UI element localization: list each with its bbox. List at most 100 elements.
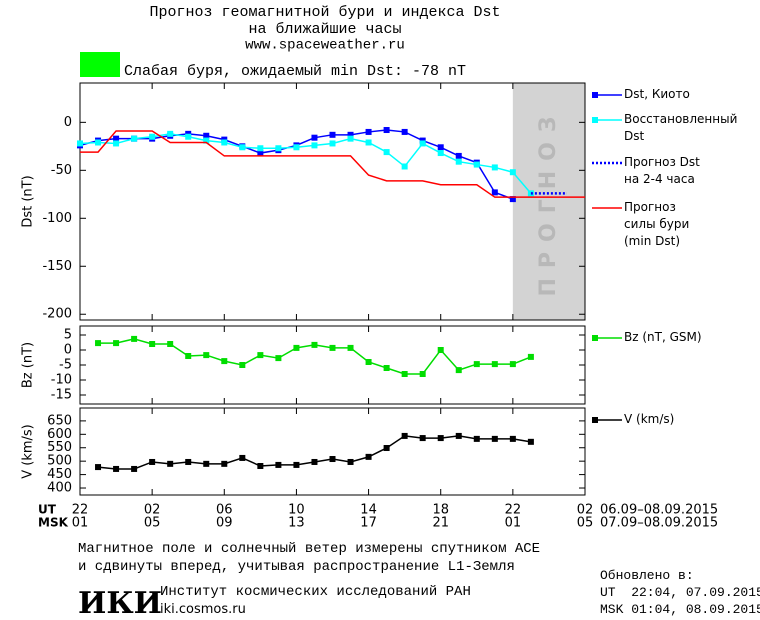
marker (491, 361, 498, 368)
x-tick-label-msk: 21 (432, 516, 449, 531)
subtitle: на ближайшие часы (248, 21, 401, 38)
url: www.spaceweather.ru (245, 38, 405, 54)
y-tick-label: 0 (64, 115, 72, 130)
marker (509, 196, 516, 203)
y-axis-label: V (km/s) (21, 424, 36, 479)
forecast-region (512, 83, 585, 320)
marker (365, 453, 372, 460)
marker (95, 340, 102, 347)
legend-marker (592, 117, 598, 123)
marker (239, 362, 246, 368)
legend-marker (592, 92, 598, 98)
marker (401, 128, 408, 135)
marker (131, 335, 138, 342)
marker (455, 367, 462, 374)
marker (329, 456, 336, 463)
marker (401, 163, 408, 170)
marker (347, 458, 354, 465)
marker (347, 344, 354, 351)
marker (293, 461, 300, 468)
y-tick-label: -15 (51, 388, 72, 403)
y-tick-label: 550 (47, 440, 72, 455)
institute-url: iki.cosmos.ru (160, 602, 246, 617)
y-tick-label: -200 (42, 307, 72, 322)
marker (95, 464, 102, 471)
x-axis-label: UT (38, 503, 57, 517)
marker (203, 132, 210, 139)
marker (419, 140, 426, 147)
marker (113, 465, 120, 472)
marker (185, 458, 192, 465)
y-tick-label: 500 (47, 454, 72, 469)
plot-frame (79, 407, 586, 496)
marker (455, 158, 462, 165)
marker (383, 365, 390, 371)
marker (185, 353, 192, 359)
marker (185, 133, 192, 140)
marker (509, 435, 516, 442)
marker (113, 340, 120, 347)
legend-label: V (km/s) (624, 412, 675, 426)
marker (347, 131, 354, 138)
y-axis-label: Bz (nT) (21, 342, 36, 388)
marker (473, 361, 480, 368)
x-axis-label-msk: MSK (38, 516, 69, 530)
x-tick-label: 22 (72, 503, 89, 518)
status-text: Слабая буря, ожидаемый min Dst: -78 nT (124, 63, 466, 80)
marker (383, 149, 390, 156)
note: Магнитное поле и солнечный ветер измерен… (78, 541, 541, 575)
y-tick-label: 650 (47, 413, 72, 428)
marker (113, 140, 120, 147)
legend-label: Bz (nT, GSM) (624, 330, 702, 344)
y-tick-label: -150 (42, 259, 72, 274)
x-tick-label-msk: 17 (360, 516, 377, 531)
marker (293, 144, 300, 151)
marker (275, 355, 282, 362)
x-tick-label-msk: 01 (505, 516, 522, 531)
marker (257, 463, 264, 469)
plot-frame (79, 325, 586, 405)
marker (365, 128, 372, 135)
y-tick-label: -5 (59, 358, 72, 373)
marker (365, 359, 372, 365)
y-tick-label: 400 (47, 481, 72, 496)
marker (95, 139, 102, 146)
marker (491, 435, 498, 442)
legend-label: Прогноз Dst на 2-4 часа (624, 155, 700, 186)
series-line (80, 130, 585, 198)
marker (167, 460, 174, 467)
marker (203, 352, 210, 359)
marker (329, 131, 336, 138)
marker (329, 140, 336, 147)
marker (311, 458, 318, 465)
marker (491, 164, 498, 171)
marker (347, 135, 354, 142)
marker (383, 445, 390, 452)
marker (437, 435, 444, 442)
marker (239, 144, 246, 151)
marker (329, 344, 336, 351)
x-tick-label-msk: 09 (216, 516, 233, 531)
y-tick-label: 0 (64, 343, 72, 358)
marker (527, 438, 534, 445)
x-tick-label: 02 (577, 503, 594, 518)
institute-name: Институт космических исследований РАН (160, 584, 471, 600)
legend-label: Прогноз силы бури (min Dst) (624, 200, 690, 248)
legend-label: Dst, Киото (624, 87, 690, 101)
legend-marker (592, 335, 598, 341)
y-tick-label: -100 (42, 211, 72, 226)
marker (113, 135, 120, 142)
marker (383, 127, 390, 134)
marker (527, 353, 534, 360)
marker (437, 144, 444, 151)
title: Прогноз геомагнитной бури и индекса Dst (149, 4, 500, 21)
updated-label: Обновлено в: (600, 568, 694, 583)
marker (509, 169, 516, 176)
marker (509, 361, 516, 368)
marker (437, 347, 444, 353)
marker (203, 137, 210, 144)
x-tick-label: 10 (288, 503, 305, 518)
marker (491, 189, 498, 196)
x-tick-label-msk: 05 (144, 516, 161, 531)
marker (239, 454, 246, 461)
